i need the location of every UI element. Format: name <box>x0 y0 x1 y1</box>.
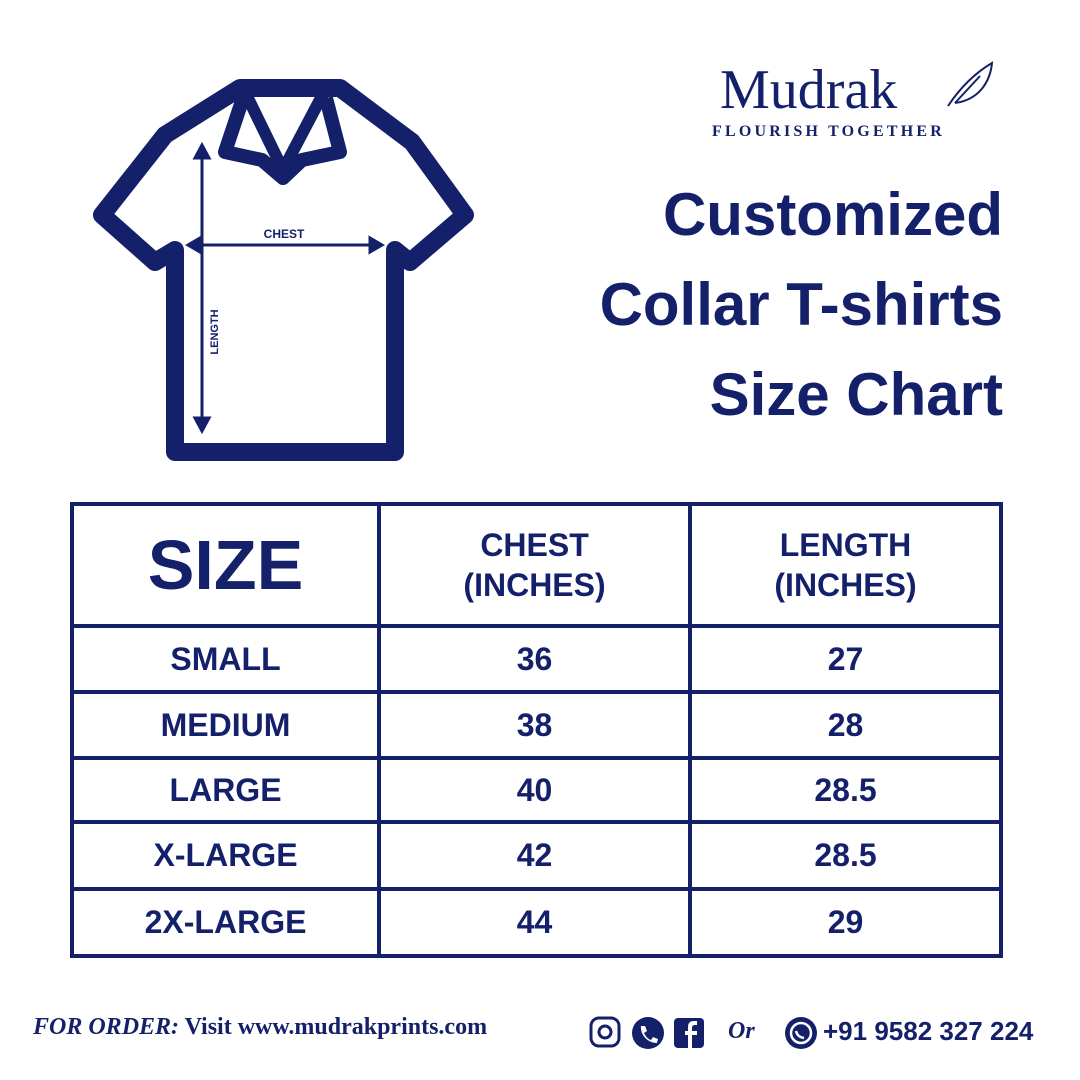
social-icons <box>589 1016 704 1049</box>
order-label: FOR ORDER: <box>33 1014 180 1040</box>
measure-arrows <box>185 141 385 435</box>
shirt-diagram: CHEST LENGTH <box>93 79 474 461</box>
title-line: Customized <box>662 181 1003 248</box>
value-cell: 28 <box>688 690 1003 760</box>
size-cell: LARGE <box>69 756 382 824</box>
shirt-outline <box>93 79 474 461</box>
chest-label: CHEST <box>264 227 305 241</box>
title-line: Collar T-shirts <box>599 271 1003 338</box>
size-cell: MEDIUM <box>69 690 382 760</box>
header-cell: SIZE <box>69 502 382 628</box>
size-cell: SMALL <box>69 624 382 694</box>
whatsapp-icon <box>785 1017 817 1049</box>
value-cell: 36 <box>377 624 693 694</box>
table-row: LARGE 40 28.5 <box>69 756 1003 824</box>
brand-tagline: FLOURISH TOGETHER <box>712 123 945 140</box>
size-cell: 2X-LARGE <box>69 887 382 958</box>
table-row: SMALL 36 27 <box>69 624 1003 694</box>
header-text: LENGTH <box>779 527 912 563</box>
header-row: SIZE CHEST (INCHES) LENGTH (INCHES) <box>69 502 1003 628</box>
size-table: SIZE CHEST (INCHES) LENGTH (INCHES) SMALL 36 27… <box>69 502 1003 958</box>
table-row: 2X-LARGE 44 29 <box>69 887 1003 958</box>
header-text: SIZE <box>147 526 304 604</box>
size-cell: X-LARGE <box>69 820 382 891</box>
brand-name: Mudrak <box>720 59 898 121</box>
phone: +91 9582 327 224 <box>823 1016 1034 1046</box>
header-text: (INCHES) <box>463 567 606 603</box>
brand-leaf <box>947 61 994 107</box>
header-text: (INCHES) <box>774 567 917 603</box>
table-row: MEDIUM 38 28 <box>69 690 1003 760</box>
value-cell: 27 <box>688 624 1003 694</box>
or-text: Or <box>728 1018 755 1044</box>
value-cell: 38 <box>377 690 693 760</box>
length-label: LENGTH <box>209 309 221 354</box>
value-cell: 40 <box>377 756 693 824</box>
visit-text: Visit www.mudrakprints.com <box>184 1014 488 1040</box>
table-row: X-LARGE 42 28.5 <box>69 820 1003 891</box>
footer: FOR ORDER: Visit www.mudrakprints.com <box>33 1014 487 1041</box>
header-cell: LENGTH (INCHES) <box>688 502 1003 628</box>
value-cell: 44 <box>377 887 693 958</box>
header-text: CHEST <box>480 527 589 563</box>
value-cell: 42 <box>377 820 693 891</box>
value-cell: 28.5 <box>688 756 1003 824</box>
title-line: Size Chart <box>709 361 1003 428</box>
value-cell: 29 <box>688 887 1003 958</box>
value-cell: 28.5 <box>688 820 1003 891</box>
header-cell: CHEST (INCHES) <box>377 502 693 628</box>
